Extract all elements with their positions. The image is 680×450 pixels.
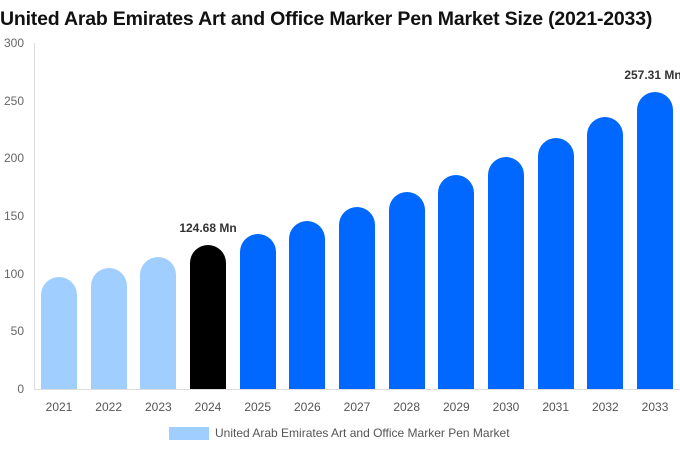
y-tick-label: 100 bbox=[3, 266, 24, 281]
bar-2021[interactable] bbox=[41, 277, 77, 389]
data-label-2024: 124.68 Mn bbox=[179, 221, 237, 236]
bar-2023[interactable] bbox=[140, 256, 177, 389]
chart-title: United Arab Emirates Art and Office Mark… bbox=[0, 8, 653, 30]
x-tick-label: 2024 bbox=[194, 400, 222, 414]
data-label-2033: 257.31 Mn bbox=[624, 68, 680, 83]
bar-2026[interactable] bbox=[289, 220, 326, 389]
y-axis-line bbox=[34, 43, 35, 389]
bar-2033[interactable] bbox=[637, 92, 674, 389]
x-axis-line bbox=[34, 389, 680, 390]
bar-2022[interactable] bbox=[90, 267, 127, 389]
y-tick-label: 250 bbox=[3, 93, 24, 108]
x-tick-label: 2027 bbox=[343, 400, 371, 414]
x-tick-label: 2033 bbox=[641, 400, 669, 414]
x-tick-label: 2028 bbox=[393, 400, 421, 414]
y-tick-label: 50 bbox=[10, 324, 24, 339]
x-tick-label: 2030 bbox=[492, 400, 520, 414]
x-tick-label: 2031 bbox=[542, 400, 570, 414]
x-tick-label: 2029 bbox=[443, 400, 470, 414]
bar-2024[interactable] bbox=[190, 245, 226, 389]
bar-2028[interactable] bbox=[388, 191, 425, 389]
x-tick-label: 2026 bbox=[293, 400, 321, 414]
bar-2027[interactable] bbox=[339, 207, 376, 389]
x-tick-label: 2023 bbox=[144, 400, 172, 414]
bar-2025[interactable] bbox=[239, 233, 276, 389]
bar-2032[interactable] bbox=[587, 116, 624, 389]
x-tick-label: 2022 bbox=[95, 400, 122, 414]
x-tick-label: 2025 bbox=[244, 400, 272, 414]
y-tick-label: 200 bbox=[3, 151, 24, 166]
y-tick-label: 150 bbox=[3, 209, 24, 223]
legend-swatch bbox=[169, 426, 209, 440]
legend[interactable]: United Arab Emirates Art and Office Mark… bbox=[169, 426, 510, 440]
legend-label: United Arab Emirates Art and Office Mark… bbox=[215, 426, 510, 440]
y-tick-label: 300 bbox=[3, 36, 24, 50]
x-tick-label: 2021 bbox=[45, 400, 73, 414]
y-tick-label: 0 bbox=[17, 382, 24, 396]
bar-2031[interactable] bbox=[537, 137, 574, 389]
bar-2030[interactable] bbox=[488, 156, 525, 389]
x-tick-label: 2032 bbox=[592, 400, 619, 414]
bar-2029[interactable] bbox=[438, 174, 475, 389]
